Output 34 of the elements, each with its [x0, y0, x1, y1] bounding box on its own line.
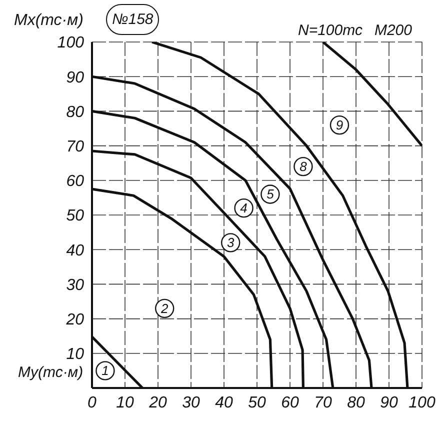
y-tick-label: 80: [66, 104, 84, 121]
annotation: 8: [300, 159, 308, 174]
x-tick-label: 100: [408, 394, 436, 412]
y-tick-label: 10: [66, 346, 84, 364]
text: M200: [374, 22, 412, 39]
annotation: 2: [160, 300, 169, 316]
annotation: 5: [266, 186, 275, 202]
x-tick-label: 60: [281, 394, 299, 412]
x-tick-label: 0: [88, 394, 97, 412]
y-tick-label: 100: [57, 34, 84, 52]
x-tick-label: 90: [380, 394, 398, 412]
y-tick-label: 90: [66, 69, 84, 86]
x-tick-label: 30: [182, 394, 200, 412]
annotation: 3: [226, 235, 235, 250]
y-tick-label: 20: [65, 311, 84, 328]
y-axis-title: Mx(тс·м): [14, 12, 84, 30]
y-tick-label: 60: [66, 173, 84, 190]
annotation: 4: [240, 200, 248, 216]
text: N=100тс: [298, 22, 362, 39]
annotation: 9: [336, 118, 344, 133]
x-tick-label: 80: [347, 394, 365, 412]
y-tick-label: 40: [66, 242, 84, 260]
line-series: [322, 42, 422, 148]
chart-title: №158: [106, 4, 160, 35]
x-tick-label: 20: [148, 394, 167, 412]
y-tick-label: 50: [66, 208, 84, 225]
x-tick-label: 50: [248, 394, 266, 412]
x-axis-title: My(тс·м): [18, 364, 84, 381]
y-tick-label: 70: [66, 138, 84, 156]
x-tick-label: 40: [215, 394, 233, 412]
x-tick-label: 10: [116, 394, 134, 412]
y-tick-label: 30: [66, 276, 84, 294]
annotation: 1: [102, 363, 109, 378]
x-tick-label: 70: [314, 394, 332, 412]
